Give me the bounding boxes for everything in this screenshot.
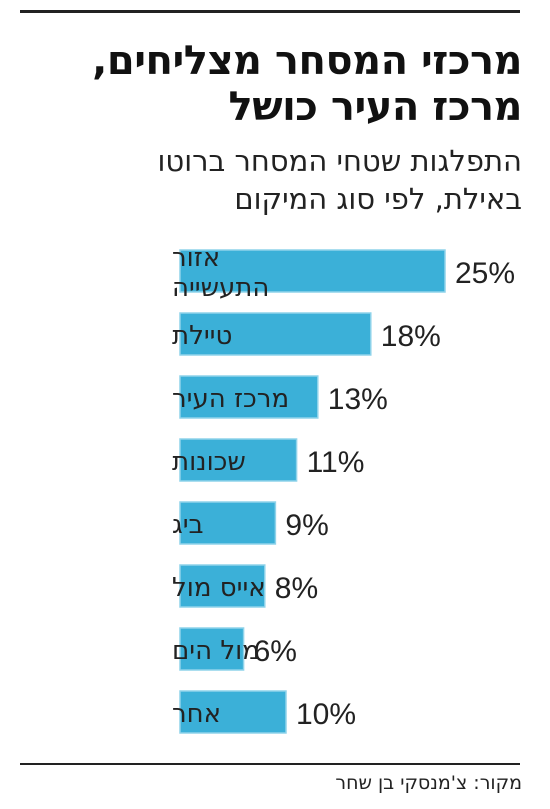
bar <box>179 690 287 734</box>
chart-title: מרכזי המסחר מצליחים, מרכז העיר כושל <box>22 38 522 130</box>
category-label: אחר <box>172 699 221 729</box>
bar <box>179 627 245 671</box>
value-label: 25% <box>455 257 515 290</box>
category-label: טיילת <box>172 321 232 351</box>
category-label: אזור <box>172 243 220 273</box>
bar <box>179 375 319 419</box>
value-label: 18% <box>381 320 441 353</box>
category-label: אייס מול <box>172 573 266 603</box>
category-label: שכונות <box>172 447 246 477</box>
title-line-1: מרכזי המסחר מצליחים, <box>92 38 522 84</box>
value-label: 10% <box>296 698 356 731</box>
value-label: 11% <box>307 446 365 479</box>
category-label: התעשייה <box>172 273 269 303</box>
value-label: 6% <box>254 635 297 668</box>
value-label: 13% <box>328 383 388 416</box>
bottom-rule <box>20 763 520 765</box>
chart-subtitle: התפלגות שטחי המסחר ברוטו באילת, לפי סוג … <box>22 142 522 218</box>
top-rule <box>20 10 520 13</box>
title-line-2: מרכז העיר כושל <box>228 84 523 130</box>
value-label: 8% <box>275 572 318 605</box>
subtitle-line-2: באילת, לפי סוג המיקום <box>234 182 522 216</box>
bar <box>179 438 298 482</box>
category-label: מרכז העיר <box>172 384 289 414</box>
category-label: ביג <box>172 510 204 540</box>
subtitle-line-1: התפלגות שטחי המסחר ברוטו <box>157 144 522 178</box>
bar <box>179 249 446 293</box>
source-note: מקור: צ'מנסקי בן שחר <box>335 772 522 794</box>
bar <box>179 564 266 608</box>
bar <box>179 501 277 545</box>
value-label: 9% <box>285 509 328 542</box>
bar <box>179 312 372 356</box>
category-label: מול הים <box>172 636 260 666</box>
